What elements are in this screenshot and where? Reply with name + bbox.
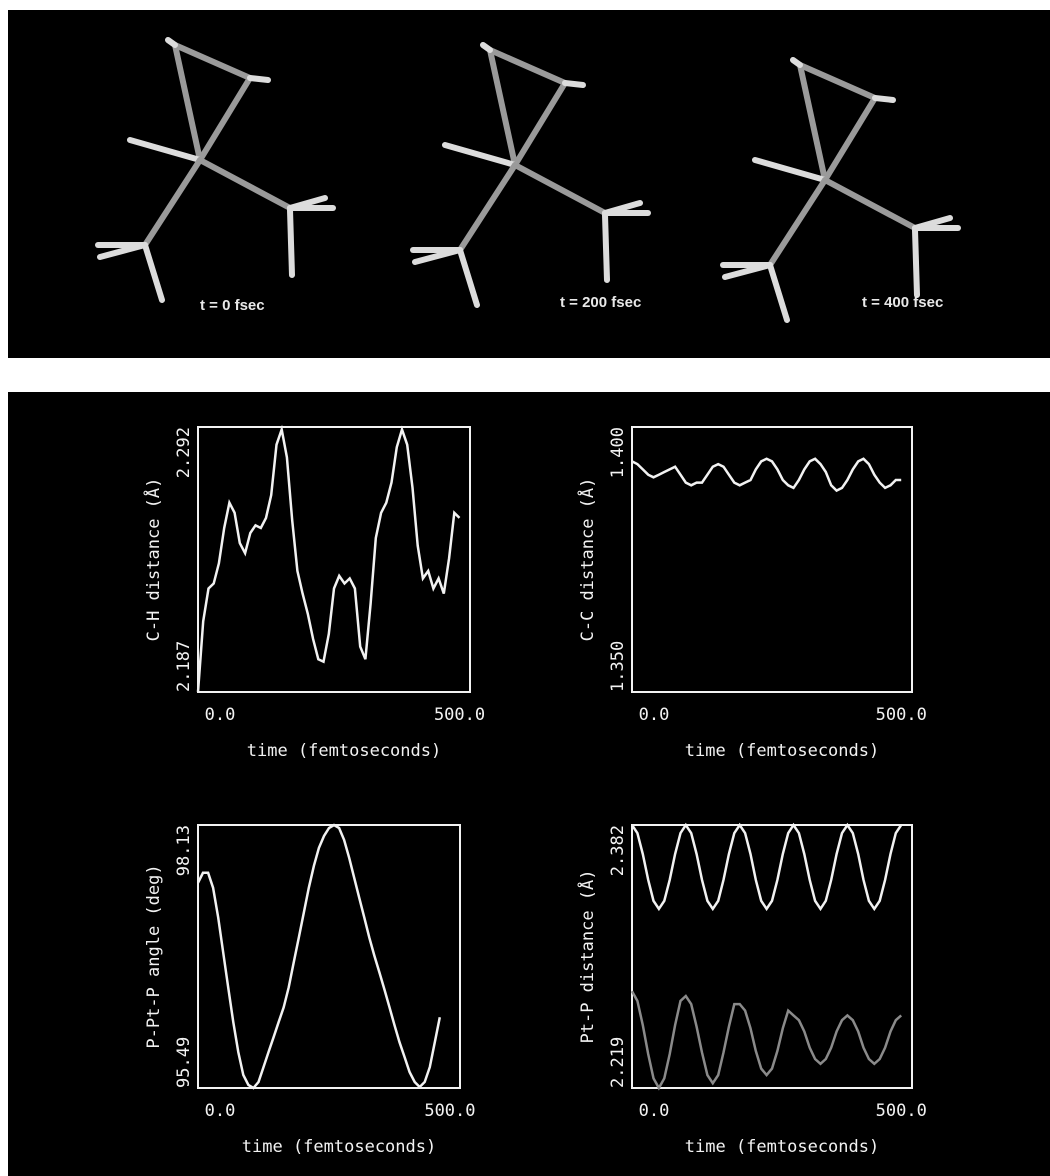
x-tick-label: 500.0	[876, 705, 927, 725]
y-axis-label: C-H distance (Å)	[142, 478, 164, 642]
y-tick-label: 2.187	[174, 641, 194, 692]
snapshot-label: t = 400 fsec	[862, 294, 943, 311]
y-axis-label: P-Pt-P angle (deg)	[144, 864, 164, 1048]
x-tick-label: 0.0	[639, 1101, 670, 1121]
x-axis-label: time (femtoseconds)	[685, 1137, 879, 1157]
y-tick-label: 1.400	[608, 427, 628, 478]
x-tick-label: 500.0	[876, 1101, 927, 1121]
snapshot-label: t = 200 fsec	[560, 294, 641, 311]
x-tick-label: 500.0	[424, 1101, 475, 1121]
bottom-panel	[8, 392, 1050, 1176]
x-tick-label: 0.0	[205, 1101, 236, 1121]
figure: t = 0 fsec t = 200 fsec t = 400 fsec 0.0…	[0, 0, 1050, 1176]
y-axis-label: Pt-P distance (Å)	[576, 870, 598, 1044]
y-tick-label: 2.382	[608, 825, 628, 876]
x-axis-label: time (femtoseconds)	[685, 741, 879, 761]
x-tick-label: 500.0	[434, 705, 485, 725]
x-axis-label: time (femtoseconds)	[247, 741, 441, 761]
y-axis-label: C-C distance (Å)	[576, 478, 598, 642]
snapshot-label: t = 0 fsec	[200, 297, 265, 314]
x-tick-label: 0.0	[205, 705, 236, 725]
y-tick-label: 2.292	[174, 427, 194, 478]
y-tick-label: 1.350	[608, 641, 628, 692]
x-axis-label: time (femtoseconds)	[242, 1137, 436, 1157]
y-tick-label: 95.49	[174, 1037, 194, 1088]
y-tick-label: 98.13	[174, 825, 194, 876]
x-tick-label: 0.0	[639, 705, 670, 725]
y-tick-label: 2.219	[608, 1037, 628, 1088]
